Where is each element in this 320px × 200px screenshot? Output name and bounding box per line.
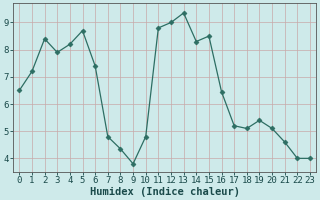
X-axis label: Humidex (Indice chaleur): Humidex (Indice chaleur) [90, 186, 240, 197]
